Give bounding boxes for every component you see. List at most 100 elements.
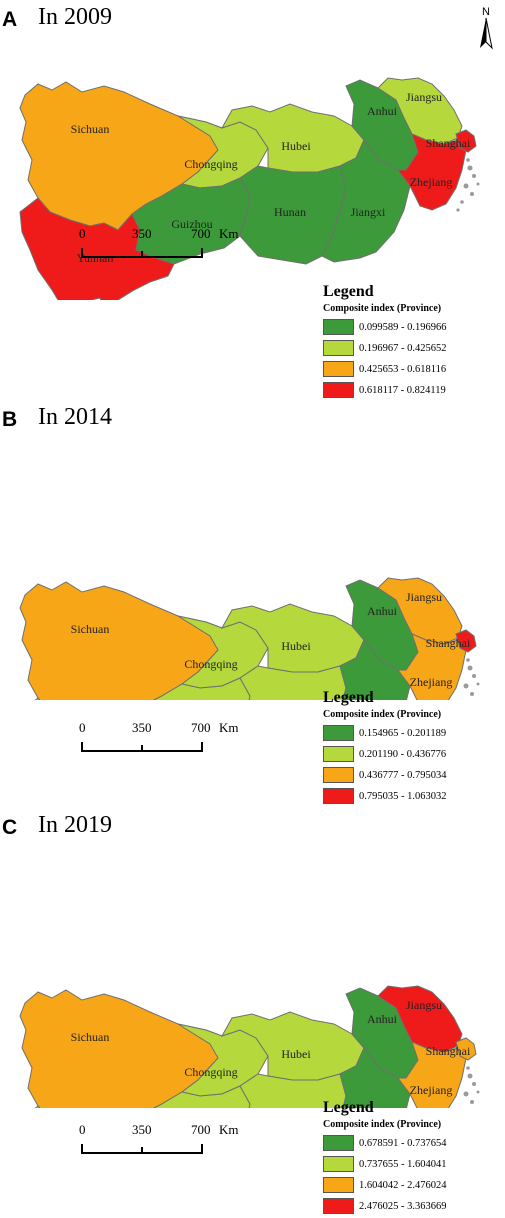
scale-bar-line bbox=[81, 1144, 203, 1154]
province-label-zhejiang: Zhejiang bbox=[410, 1083, 453, 1097]
coastal-island bbox=[470, 692, 474, 696]
legend-swatch bbox=[323, 746, 354, 762]
province-yunnan bbox=[34, 1105, 41, 1108]
legend-swatch bbox=[323, 767, 354, 783]
legend-swatch bbox=[323, 725, 354, 741]
legend-range: 0.196967 - 0.425652 bbox=[359, 342, 447, 354]
province-label-jiangxi: Jiangxi bbox=[351, 205, 386, 219]
legend-swatch bbox=[323, 361, 354, 377]
panel-letter: B bbox=[2, 408, 18, 431]
scale-bar: 0 350 700 Km bbox=[79, 226, 239, 266]
legend-subtitle: Composite index (Province) bbox=[323, 709, 442, 720]
legend-item: 0.099589 - 0.196966 bbox=[323, 318, 447, 336]
map-panel-2019: C In 2019 SichuanYunnanChongqingGuizhouH… bbox=[0, 808, 505, 1214]
coastal-island bbox=[476, 1090, 480, 1094]
province-label-guizhou: Guizhou bbox=[171, 217, 212, 231]
coastal-island bbox=[466, 658, 470, 662]
legend-range: 0.201190 - 0.436776 bbox=[359, 748, 447, 760]
legend-swatch bbox=[323, 1156, 354, 1172]
province-guizhou bbox=[152, 677, 251, 700]
legend-range: 0.154965 - 0.201189 bbox=[359, 727, 447, 739]
legend-item: 0.154965 - 0.201189 bbox=[323, 724, 447, 742]
legend-range: 1.604042 - 2.476024 bbox=[359, 1179, 447, 1191]
legend-item: 0.678591 - 0.737654 bbox=[323, 1134, 447, 1152]
legend-title: Legend bbox=[323, 283, 374, 300]
coastal-island bbox=[467, 1073, 473, 1079]
legend: Legend Composite index (Province) 0.0995… bbox=[323, 283, 447, 402]
province-label-anhui: Anhui bbox=[367, 604, 398, 618]
legend-swatch bbox=[323, 1177, 354, 1193]
province-yunnan bbox=[34, 697, 41, 700]
legend-item: 0.201190 - 0.436776 bbox=[323, 745, 447, 763]
province-label-yunnan: Yunnan bbox=[77, 251, 114, 265]
legend-swatch bbox=[323, 319, 354, 335]
province-hunan bbox=[239, 665, 347, 700]
legend-item: 0.425653 - 0.618116 bbox=[323, 360, 447, 378]
legend-swatch bbox=[323, 340, 354, 356]
scale-label-0: 0 bbox=[79, 720, 86, 735]
province-label-anhui: Anhui bbox=[367, 1012, 398, 1026]
province-shanghai bbox=[455, 629, 477, 653]
panel-title: In 2014 bbox=[38, 404, 112, 430]
scale-label-350: 350 bbox=[132, 720, 152, 735]
legend-subtitle: Composite index (Province) bbox=[323, 303, 442, 314]
province-jiangsu bbox=[377, 577, 463, 645]
province-label-anhui: Anhui bbox=[367, 104, 398, 118]
legend-item: 1.604042 - 2.476024 bbox=[323, 1176, 447, 1194]
province-label-hubei: Hubei bbox=[281, 1047, 311, 1061]
legend-swatch bbox=[323, 1198, 354, 1214]
legend-range: 0.425653 - 0.618116 bbox=[359, 363, 447, 375]
coastal-island bbox=[463, 1091, 469, 1097]
province-label-hubei: Hubei bbox=[281, 639, 311, 653]
province-map: SichuanYunnanChongqingGuizhouHubeiHunanJ… bbox=[19, 577, 480, 700]
legend-swatch bbox=[323, 1135, 354, 1151]
map-panel-2014: B In 2014 SichuanYunnanChongqingGuizhouH… bbox=[0, 400, 505, 804]
scale-bar-line bbox=[81, 742, 203, 752]
coastal-island bbox=[472, 674, 476, 678]
province-label-sichuan: Sichuan bbox=[71, 122, 110, 136]
coastal-island bbox=[456, 208, 460, 212]
legend-subtitle: Composite index (Province) bbox=[323, 1119, 442, 1130]
legend-range: 2.476025 - 3.363669 bbox=[359, 1200, 447, 1212]
scale-unit: Km bbox=[219, 226, 239, 241]
scale-bar-line bbox=[81, 248, 203, 258]
panel-title: In 2009 bbox=[38, 4, 112, 30]
province-guizhou bbox=[152, 1085, 251, 1108]
scale-unit: Km bbox=[219, 720, 239, 735]
legend-range: 0.795035 - 1.063032 bbox=[359, 790, 447, 802]
legend: Legend Composite index (Province) 0.6785… bbox=[323, 1099, 447, 1218]
province-jiangsu bbox=[377, 77, 463, 145]
coastal-island bbox=[463, 683, 469, 689]
coastal-island bbox=[467, 665, 473, 671]
province-zhejiang bbox=[397, 1041, 467, 1108]
scale-label-350: 350 bbox=[132, 1122, 152, 1137]
coastal-island bbox=[472, 1082, 476, 1086]
province-label-shanghai: Shanghai bbox=[426, 1044, 471, 1058]
province-label-sichuan: Sichuan bbox=[71, 622, 110, 636]
legend-range: 0.678591 - 0.737654 bbox=[359, 1137, 447, 1149]
province-jiangsu bbox=[377, 985, 463, 1053]
coastal-island bbox=[466, 1066, 470, 1070]
province-label-shanghai: Shanghai bbox=[426, 136, 471, 150]
coastal-island bbox=[463, 183, 469, 189]
province-label-zhejiang: Zhejiang bbox=[410, 175, 453, 189]
legend-item: 0.436777 - 0.795034 bbox=[323, 766, 447, 784]
province-label-chongqing: Chongqing bbox=[184, 157, 237, 171]
province-label-chongqing: Chongqing bbox=[184, 1065, 237, 1079]
legend-item: 2.476025 - 3.363669 bbox=[323, 1197, 447, 1215]
north-arrow-icon: N bbox=[480, 6, 493, 50]
legend-range: 0.618117 - 0.824119 bbox=[359, 384, 446, 396]
province-label-hunan: Hunan bbox=[274, 205, 306, 219]
legend-range: 0.436777 - 0.795034 bbox=[359, 769, 447, 781]
panel-letter: A bbox=[2, 8, 18, 31]
coastal-island bbox=[472, 174, 476, 178]
scale-label-0: 0 bbox=[79, 226, 86, 241]
scale-bar: 0 350 700 Km bbox=[79, 1122, 239, 1162]
province-zhejiang bbox=[397, 133, 467, 211]
legend-item: 0.618117 - 0.824119 bbox=[323, 381, 447, 399]
province-hunan bbox=[239, 1073, 347, 1108]
province-label-jiangsu: Jiangsu bbox=[406, 590, 442, 604]
legend-item: 0.795035 - 1.063032 bbox=[323, 787, 447, 805]
coastal-island bbox=[476, 682, 480, 686]
